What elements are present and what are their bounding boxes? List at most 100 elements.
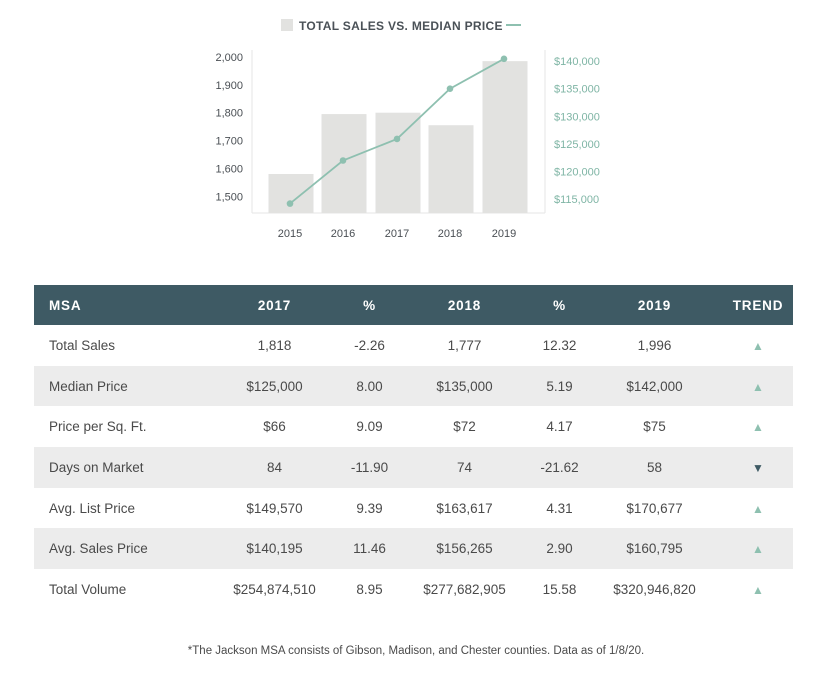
pct-change-2017-2018: 9.09 — [356, 419, 383, 435]
row-label: Price per Sq. Ft. — [49, 419, 147, 435]
right-tick-label: $140,000 — [554, 56, 600, 68]
right-tick-label: $135,000 — [554, 84, 600, 96]
chart-legend: TOTAL SALES VS. MEDIAN PRICE — [281, 19, 521, 33]
pct-change-2017-2018: 8.00 — [356, 378, 383, 394]
table-row: Total Volume $254,874,510 8.95 $277,682,905… — [34, 569, 793, 610]
sales-vs-price-chart: TOTAL SALES VS. MEDIAN PRICE 1,500 1,600 1… — [0, 0, 832, 250]
trend-cell: ▼ — [723, 447, 793, 488]
pct-change-2018-2019: 4.17 — [546, 419, 573, 435]
value-2018: 74 — [456, 459, 473, 475]
x-tick-label: 2018 — [438, 228, 462, 240]
chart-ticks: 1,500 1,600 1,700 1,800 1,900 2,000 $115,000 $1… — [215, 52, 599, 240]
trend-cell: ▲ — [723, 569, 793, 610]
legend-bar-swatch — [281, 19, 293, 31]
header-2019: 2019 — [637, 297, 672, 313]
line-point-2017 — [393, 135, 401, 143]
header-msa: MSA — [49, 297, 82, 313]
trend-up-icon: ▲ — [752, 501, 764, 516]
table-row: Price per Sq. Ft. $66 9.09 $72 4.17 $75 ▲ — [34, 406, 793, 447]
header-pct-1: % — [363, 297, 376, 313]
msa-table-container: MSA 2017 % 2018 % 2019 TREND Total Sales… — [34, 285, 793, 610]
pct-change-2017-2018: 8.95 — [356, 581, 383, 597]
header-2018: 2018 — [447, 297, 482, 313]
x-tick-label: 2019 — [492, 228, 516, 240]
value-2018: $72 — [453, 419, 476, 435]
table-row: Days on Market 84 -11.90 74 -21.62 58 ▼ — [34, 447, 793, 488]
value-2017: $140,195 — [246, 541, 303, 557]
trend-up-icon: ▲ — [752, 379, 764, 394]
row-label: Avg. List Price — [49, 500, 136, 516]
line-point-2019 — [500, 55, 508, 63]
pct-change-2018-2019: 4.31 — [546, 500, 573, 516]
row-label: Days on Market — [49, 459, 144, 475]
bar-2018 — [428, 125, 474, 213]
value-2017: $66 — [263, 419, 286, 435]
pct-change-2018-2019: 15.58 — [542, 581, 577, 597]
trend-up-icon: ▲ — [752, 338, 764, 353]
value-2018: $277,682,905 — [423, 581, 506, 597]
right-tick-label: $125,000 — [554, 139, 600, 151]
value-2017: 84 — [266, 459, 283, 475]
table-row: Avg. List Price $149,570 9.39 $163,617 4.31 $… — [34, 488, 793, 529]
pct-change-2018-2019: -21.62 — [540, 459, 579, 475]
bar-2017 — [375, 112, 421, 213]
left-tick-label: 1,900 — [215, 80, 243, 92]
left-tick-label: 1,700 — [215, 136, 243, 148]
value-2018: $135,000 — [436, 378, 493, 394]
x-tick-label: 2017 — [385, 228, 409, 240]
pct-change-2017-2018: -2.26 — [354, 337, 385, 353]
x-tick-label: 2015 — [278, 228, 302, 240]
pct-change-2017-2018: 11.46 — [353, 541, 386, 557]
x-tick-label: 2016 — [331, 228, 355, 240]
line-point-2018 — [446, 85, 454, 92]
bar-2015 — [268, 173, 314, 213]
row-label: Total Sales — [49, 337, 116, 353]
row-label: Median Price — [49, 378, 128, 394]
left-tick-label: 1,500 — [215, 191, 243, 203]
table-row: Avg. Sales Price $140,195 11.46 $156,265 2.9… — [34, 528, 793, 570]
value-2017: $149,570 — [246, 500, 303, 516]
footnote: *The Jackson MSA consists of Gibson, Mad… — [187, 645, 645, 657]
value-2017: $254,874,510 — [233, 581, 316, 597]
value-2017: 1,818 — [257, 337, 292, 353]
trend-down-icon: ▼ — [752, 460, 764, 475]
line-point-2015 — [286, 200, 294, 207]
value-2018: $156,265 — [436, 541, 493, 557]
right-tick-label: $115,000 — [554, 194, 599, 206]
pct-change-2018-2019: 2.90 — [546, 541, 573, 557]
row-label: Avg. Sales Price — [49, 541, 148, 557]
trend-cell: ▲ — [723, 488, 793, 529]
value-2019: 1,996 — [637, 337, 672, 353]
value-2019: $75 — [643, 419, 666, 435]
header-2017: 2017 — [257, 297, 292, 313]
trend-up-icon: ▲ — [752, 420, 764, 435]
bar-2019 — [482, 61, 528, 214]
line-point-2016 — [339, 157, 347, 164]
header-pct-2: % — [553, 297, 566, 313]
value-2019: $170,677 — [626, 500, 683, 516]
left-tick-label: 1,600 — [215, 163, 243, 175]
right-tick-label: $130,000 — [554, 111, 600, 123]
pct-change-2018-2019: 12.32 — [542, 337, 577, 353]
msa-table: MSA 2017 % 2018 % 2019 TREND Total Sales… — [34, 285, 793, 610]
left-tick-label: 1,800 — [215, 108, 243, 120]
chart-line — [286, 55, 508, 207]
value-2017: $125,000 — [246, 378, 303, 394]
table-header-row: MSA 2017 % 2018 % 2019 TREND — [34, 285, 793, 325]
pct-change-2018-2019: 5.19 — [546, 378, 573, 394]
value-2019: $320,946,820 — [613, 581, 696, 597]
trend-cell: ▲ — [723, 325, 793, 366]
trend-cell: ▲ — [723, 366, 793, 407]
trend-up-icon: ▲ — [752, 542, 764, 557]
chart-svg: TOTAL SALES VS. MEDIAN PRICE 1,5001,6001… — [215, 19, 600, 240]
legend-title: TOTAL SALES VS. MEDIAN PRICE — [299, 19, 503, 33]
table-row: Median Price $125,000 8.00 $135,000 5.19 $142… — [34, 365, 793, 407]
value-2019: 58 — [646, 459, 663, 475]
value-2018: $163,617 — [436, 500, 493, 516]
table-body: Total Sales 1,818 -2.26 1,777 12.32 1,996 ▲ Med… — [34, 325, 793, 610]
chart-bars — [268, 61, 528, 214]
pct-change-2017-2018: -11.90 — [350, 459, 389, 475]
left-tick-label: 2,000 — [215, 52, 243, 64]
trend-cell: ▲ — [723, 406, 793, 447]
trend-up-icon: ▲ — [752, 582, 764, 597]
